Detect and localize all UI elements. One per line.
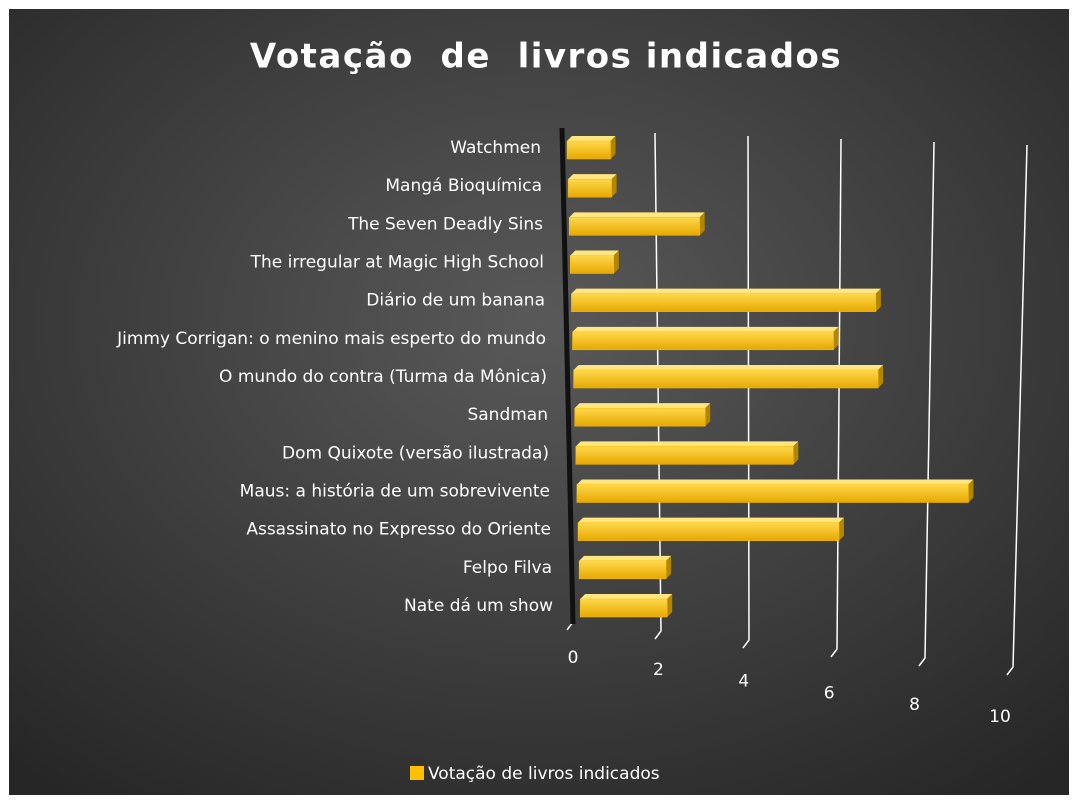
bar-side — [839, 517, 844, 541]
bar — [579, 598, 668, 618]
bar — [568, 217, 700, 236]
bar-side — [968, 479, 974, 503]
y-tick-label: Diário de um banana — [366, 291, 545, 311]
x-tick-label: 8 — [909, 695, 920, 715]
bar-top — [580, 594, 673, 599]
bar — [566, 140, 611, 160]
bar-side — [875, 288, 881, 312]
y-tick-label: Assassinato no Expresso do Oriente — [246, 520, 551, 540]
grid-line — [918, 141, 935, 667]
bar-top — [573, 365, 884, 370]
bar-top — [568, 174, 617, 180]
bar — [573, 369, 879, 389]
bar-side — [705, 403, 711, 427]
bar-top — [571, 288, 881, 294]
bar — [575, 446, 794, 465]
y-tick-label: Watchmen — [450, 138, 541, 158]
bar-side — [667, 594, 673, 617]
bar-top — [576, 479, 974, 485]
bar-side — [666, 555, 672, 579]
bar-side — [613, 250, 619, 274]
grid-line — [1006, 144, 1028, 676]
y-tick-label: Sandman — [467, 405, 548, 425]
y-tick-label: Felpo Filva — [463, 558, 552, 578]
x-tick-label: 10 — [989, 707, 1011, 727]
y-tick-label: Maus: a história de um sobrevivente — [240, 482, 550, 502]
bar-side — [878, 365, 884, 388]
bar — [571, 293, 877, 312]
bar-side — [699, 212, 705, 236]
x-tick-label: 6 — [824, 683, 835, 703]
bar — [572, 331, 834, 351]
y-tick-label: The irregular at Magic High School — [250, 253, 544, 273]
bar-top — [570, 250, 619, 256]
x-tick-label: 2 — [653, 660, 664, 680]
chart-area — [9, 9, 1069, 795]
x-tick-label: 4 — [738, 672, 749, 692]
y-tick-label: The Seven Deadly Sins — [347, 214, 543, 234]
bar-top — [572, 326, 839, 332]
bar — [578, 560, 667, 580]
bar — [574, 407, 706, 427]
bar-side — [833, 326, 839, 350]
bar — [577, 522, 840, 541]
bar-top — [575, 441, 799, 447]
bar-top — [567, 136, 616, 141]
bar-top — [574, 403, 711, 409]
x-tick-label: 0 — [568, 648, 579, 668]
bar — [570, 255, 615, 274]
bar — [567, 178, 612, 198]
bar-side — [611, 174, 617, 198]
legend-swatch — [410, 766, 424, 780]
legend-label: Votação de livros indicados — [428, 764, 660, 784]
y-tick-label: O mundo do contra (Turma da Mônica) — [219, 367, 547, 387]
y-tick-label: Mangá Bioquímica — [385, 176, 542, 196]
y-tick-label: Dom Quixote (versão ilustrada) — [282, 443, 549, 463]
bar-top — [579, 555, 672, 561]
bar-side — [610, 136, 616, 159]
bar-top — [569, 212, 705, 218]
chart-title: Votação de livros indicados — [250, 37, 842, 77]
axis-line — [559, 127, 576, 625]
y-tick-label: Jimmy Corrigan: o menino mais esperto do… — [116, 329, 546, 349]
bar — [576, 484, 969, 503]
bar-side — [793, 441, 799, 465]
y-tick-label: Nate dá um show — [404, 596, 553, 616]
bar-top — [578, 517, 844, 523]
